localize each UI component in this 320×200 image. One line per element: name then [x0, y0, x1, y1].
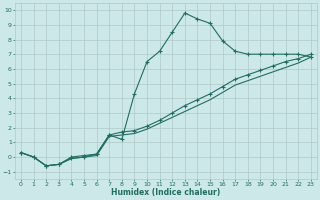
X-axis label: Humidex (Indice chaleur): Humidex (Indice chaleur): [111, 188, 220, 197]
